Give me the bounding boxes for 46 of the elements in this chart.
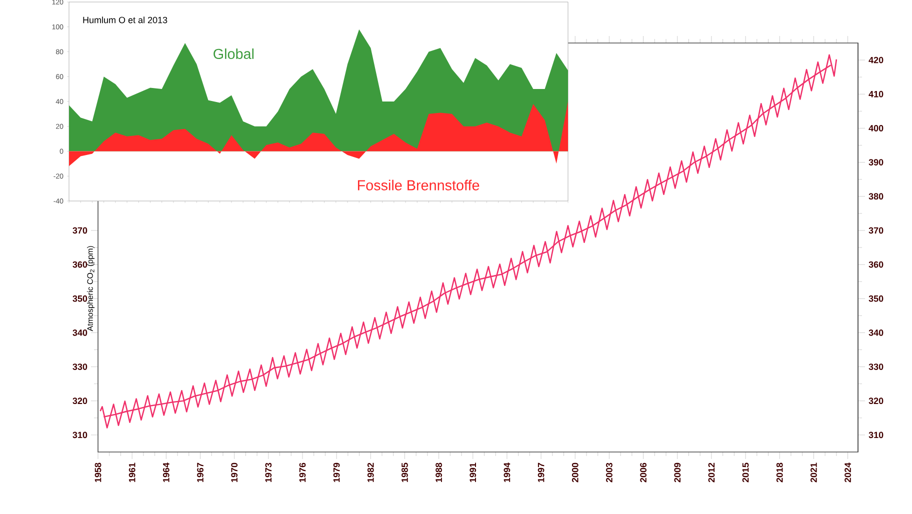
- y2-tick-label: 410: [868, 90, 884, 98]
- x-tick-label: 1988: [436, 462, 442, 482]
- x-tick-label: 2018: [776, 462, 783, 482]
- x-tick-label: 2000: [572, 462, 578, 482]
- y-tick-label: 330: [72, 364, 88, 370]
- x-tick-label: 1997: [538, 462, 544, 482]
- x-tick-label: 2015: [742, 462, 749, 482]
- x-tick-label: 1985: [402, 462, 408, 482]
- y2-tick-label: 320: [868, 398, 884, 404]
- x-tick-label: 1976: [299, 462, 306, 482]
- x-tick-label: 1973: [265, 462, 272, 482]
- y2-tick-label: 340: [868, 330, 884, 336]
- x-tick-label: 1958: [94, 462, 102, 482]
- x-tick-label: 1982: [367, 462, 374, 482]
- x-tick-label: 1970: [231, 462, 238, 482]
- y-tick-label: 340: [72, 330, 88, 336]
- y2-tick-label: 360: [868, 261, 884, 268]
- x-tick-label: 2024: [844, 462, 851, 482]
- x-tick-label: 1967: [197, 462, 204, 482]
- annotation: Humlum O et al 2013: [83, 16, 168, 24]
- x-tick-label: 1964: [162, 462, 170, 482]
- x-tick-label: 2009: [674, 462, 681, 482]
- y-tick-label: 310: [72, 432, 88, 438]
- x-tick-label: 1979: [333, 462, 340, 482]
- y2-tick-label: 400: [868, 125, 884, 132]
- y-tick-label: 370: [72, 227, 88, 234]
- x-tick-label: 2003: [606, 462, 612, 482]
- y-tick-label: 320: [72, 398, 88, 404]
- x-tick-label: 1991: [470, 462, 476, 482]
- x-tick-label: 2006: [640, 462, 646, 482]
- y-axis-title: Atmospheric CO$_{2}$ (ppm): [87, 246, 94, 332]
- x-tick-label: 2012: [708, 462, 715, 482]
- series-label: Global: [214, 48, 254, 60]
- y-tick-label: 350: [72, 295, 88, 302]
- x-tick-label: 1961: [128, 462, 136, 482]
- y2-tick-label: 380: [868, 193, 884, 200]
- y2-tick-label: 330: [868, 364, 884, 370]
- x-tick-label: 1994: [504, 462, 510, 482]
- y2-tick-label: 350: [868, 295, 884, 302]
- y2-tick-label: 310: [868, 432, 884, 438]
- y2-tick-label: 420: [868, 56, 884, 64]
- x-tick-label: 2021: [810, 462, 817, 482]
- y2-tick-label: 370: [868, 227, 884, 234]
- series-label: Fossile Brennstoffe: [358, 180, 480, 190]
- y-tick-label: 360: [72, 261, 88, 268]
- y2-tick-label: 390: [868, 159, 884, 166]
